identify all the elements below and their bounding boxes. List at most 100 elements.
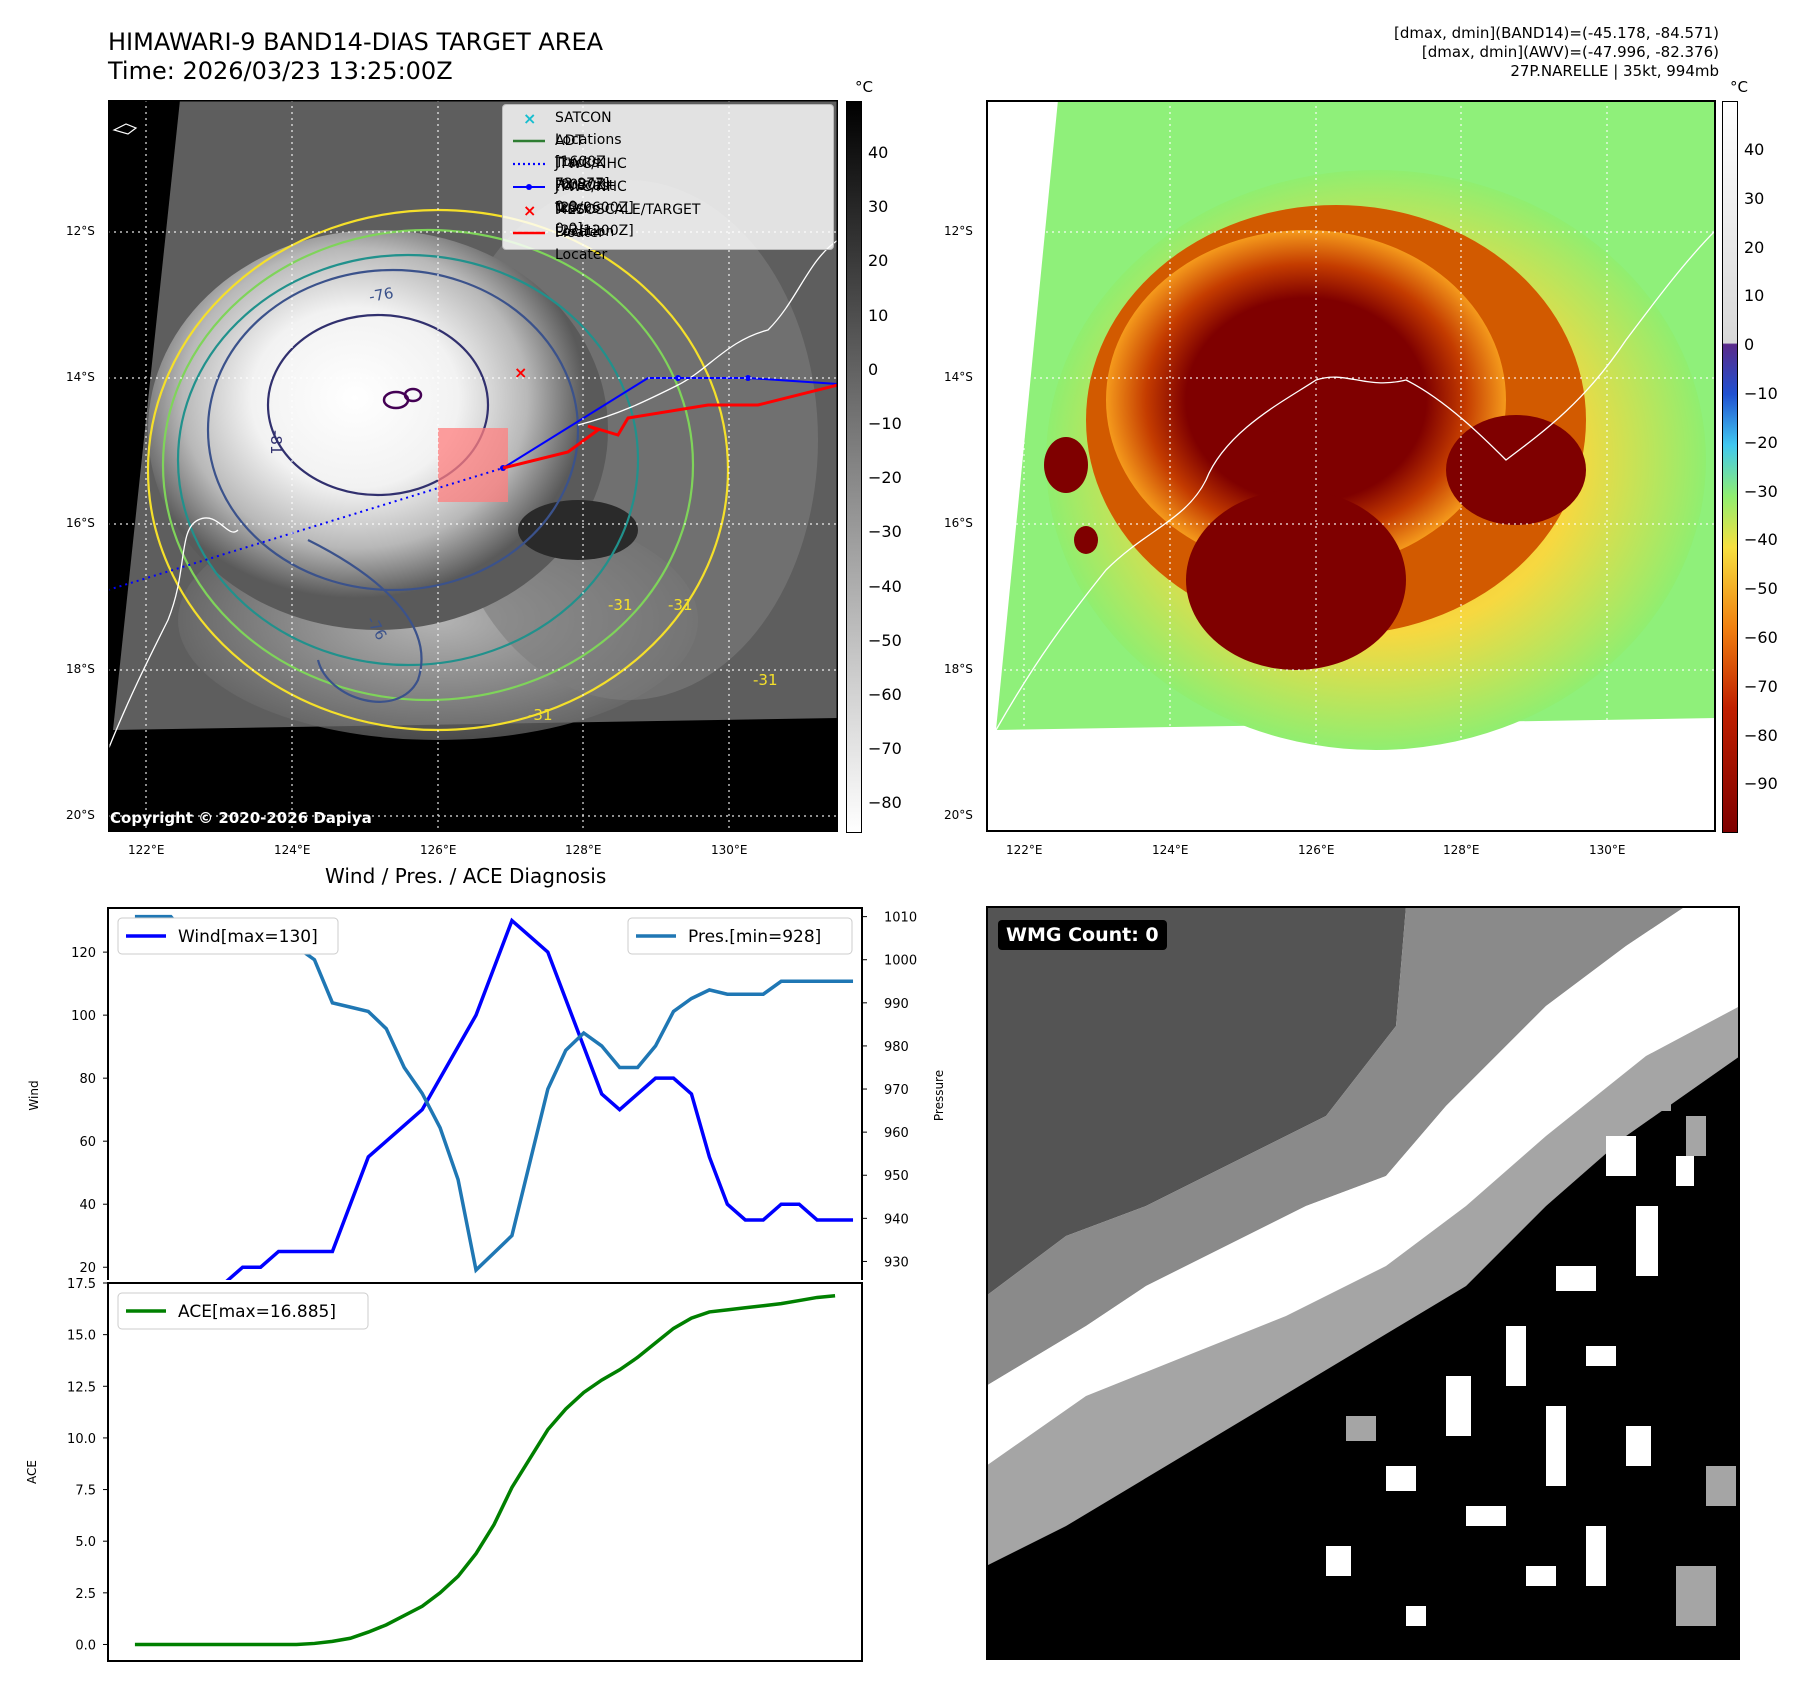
storm-info: [dmax, dmin](BAND14)=(-45.178, -84.571) … bbox=[1394, 24, 1719, 81]
lon-label: 124°E bbox=[274, 843, 311, 857]
ace-y-tick-label: 15.0 bbox=[67, 1329, 96, 1344]
wind-legend-label: Wind[max=130] bbox=[178, 927, 318, 947]
line-icon bbox=[511, 130, 547, 152]
colorbar-tick-label: −60 bbox=[868, 685, 902, 704]
colorbar-tick-label: −80 bbox=[868, 793, 902, 813]
colorbar-tick-label: −10 bbox=[868, 414, 902, 433]
colorbar-tick-label: −60 bbox=[1744, 628, 1778, 647]
awv-blob-west2 bbox=[1074, 526, 1098, 554]
pressure-y-tick-label: 990 bbox=[884, 997, 909, 1012]
colorbar-tick-label: −20 bbox=[1744, 432, 1778, 452]
jtwc-track-point-3 bbox=[745, 375, 751, 381]
map-frame bbox=[108, 100, 838, 832]
map-legend: × SATCON Locations [1600Z 72 977] ADT Tr… bbox=[502, 104, 834, 263]
pressure-legend-label: Pres.[min=928] bbox=[688, 927, 821, 947]
wmg-zone-black bbox=[986, 1056, 1740, 1660]
lat-label: 14°S bbox=[66, 370, 95, 384]
colorbar-tick-label: 20 bbox=[868, 251, 889, 271]
wmg-zone-dark bbox=[986, 906, 1406, 1296]
colorbar-tick-label: 20 bbox=[1744, 237, 1765, 257]
wmg-frame bbox=[986, 906, 1740, 1660]
colorbar-tick-label: −80 bbox=[1744, 725, 1778, 745]
pressure-y-axis-label: Pressure bbox=[932, 1070, 946, 1121]
pressure-y-tick-label: 950 bbox=[884, 1169, 909, 1184]
wmg-count-badge: WMG Count: 0 bbox=[998, 920, 1167, 950]
wmg-gray-cells bbox=[1346, 1086, 1736, 1626]
lat-label: 16°S bbox=[66, 516, 95, 530]
ace-legend-box bbox=[117, 1292, 369, 1330]
lon-label: 126°E bbox=[1298, 843, 1335, 857]
x-red-icon: × bbox=[511, 199, 547, 221]
contour-navy bbox=[266, 313, 490, 497]
contour-label-4: -31 bbox=[608, 596, 633, 614]
x-cyan-icon: × bbox=[511, 107, 547, 129]
colorbar-tick-label: 0 bbox=[868, 359, 879, 379]
lon-label: 122°E bbox=[128, 843, 165, 857]
colorbar-tick-label: 10 bbox=[868, 305, 889, 325]
mesoscale-target-marker: × bbox=[514, 363, 527, 382]
colorbar-tick-label: −30 bbox=[868, 522, 902, 542]
contour-teal bbox=[176, 253, 640, 667]
lon-label: 130°E bbox=[711, 843, 748, 857]
colorbar-tick-label: −40 bbox=[868, 576, 902, 596]
lat-label: 16°S bbox=[944, 516, 973, 530]
colorbar-tick-label: 30 bbox=[1744, 188, 1765, 208]
line-dot-icon bbox=[511, 176, 547, 198]
left-colorbar bbox=[846, 101, 862, 833]
ace-y-tick-label: 12.5 bbox=[67, 1380, 96, 1395]
pressure-y-tick-label: 980 bbox=[884, 1040, 909, 1055]
colorbar-tick-label: −20 bbox=[868, 468, 902, 488]
pressure-y-tick-label: 960 bbox=[884, 1126, 909, 1141]
wind-y-tick-label: 100 bbox=[71, 1009, 96, 1024]
ace-y-tick-label: 2.5 bbox=[75, 1587, 96, 1602]
lat-label: 20°S bbox=[66, 808, 95, 822]
left-colorbar-unit: °C bbox=[855, 78, 873, 96]
wind-y-tick-label: 40 bbox=[79, 1198, 96, 1213]
storm-info-line1: [dmax, dmin](BAND14)=(-45.178, -84.571) bbox=[1394, 24, 1719, 42]
ace-y-tick-label: 7.5 bbox=[75, 1484, 96, 1499]
lat-label: 18°S bbox=[944, 662, 973, 676]
colorbar-tick-label: −70 bbox=[1744, 676, 1778, 696]
lon-label: 128°E bbox=[565, 843, 602, 857]
pressure-y-tick-label: 1010 bbox=[884, 911, 917, 926]
contour-purple-2 bbox=[403, 387, 423, 403]
ace-y-tick-label: 10.0 bbox=[67, 1432, 96, 1447]
svg-text:×: × bbox=[523, 201, 536, 220]
ace-series-line bbox=[134, 1293, 836, 1647]
contour-label-1: -76 bbox=[368, 284, 395, 306]
colorbar-tick-label: −90 bbox=[1744, 774, 1778, 794]
colorbar-tick-label: −40 bbox=[1744, 530, 1778, 550]
lat-label: 12°S bbox=[66, 224, 95, 238]
mesoscale-target-box bbox=[438, 428, 508, 502]
lon-label: 126°E bbox=[420, 843, 457, 857]
copyright-notice: Copyright © 2020-2026 Dapiya bbox=[110, 809, 372, 827]
awv-map-panel bbox=[986, 100, 1716, 832]
pressure-y-tick-label: 930 bbox=[884, 1255, 909, 1270]
contour-south-loop bbox=[307, 539, 423, 703]
svg-text:×: × bbox=[523, 109, 536, 128]
pressure-y-tick-label: 1000 bbox=[884, 954, 917, 969]
wmg-panel bbox=[986, 906, 1740, 1660]
ace-y-tick-label: 5.0 bbox=[75, 1535, 96, 1550]
lat-label: 18°S bbox=[66, 662, 95, 676]
colorbar-tick-label: −10 bbox=[1744, 384, 1778, 403]
cloud-cdo bbox=[148, 230, 608, 630]
figure-title-line2: Time: 2026/03/23 13:25:00Z bbox=[108, 57, 453, 85]
coastline-north bbox=[577, 239, 838, 426]
pressure-legend-box bbox=[627, 917, 853, 955]
lat-label: 20°S bbox=[944, 808, 973, 822]
wind-y-tick-label: 80 bbox=[79, 1072, 96, 1087]
awv-core-south bbox=[1186, 490, 1406, 670]
wmg-zone-mid bbox=[986, 906, 1686, 1386]
wind-series-line bbox=[225, 917, 854, 1280]
ace-chart: 0.0 2.5 5.0 7.5 10.0 12.5 15.0 17.5 ACE ACE[max=1… bbox=[25, 1277, 863, 1662]
contour-label-6: -31 bbox=[753, 671, 778, 689]
lat-label: 14°S bbox=[944, 370, 973, 384]
wmg-zone-light bbox=[986, 1006, 1740, 1566]
colorbar-tick-label: −50 bbox=[1744, 579, 1778, 599]
line-icon bbox=[511, 222, 547, 244]
contour-label-7: -31 bbox=[528, 706, 553, 724]
lon-label: 130°E bbox=[1589, 843, 1626, 857]
colorbar-tick-label: 40 bbox=[868, 143, 889, 162]
wind-plot-frame bbox=[107, 907, 863, 1280]
